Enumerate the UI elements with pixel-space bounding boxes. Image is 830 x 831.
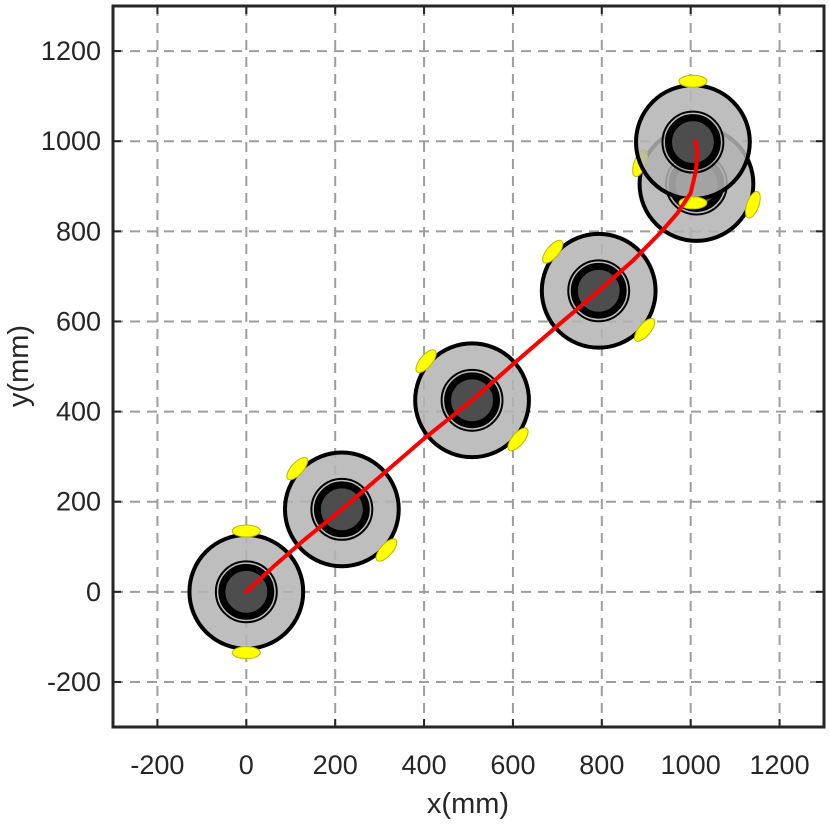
robot-wheel xyxy=(415,349,437,374)
robot-poses xyxy=(187,74,761,660)
robot-core-ring xyxy=(440,368,504,432)
robot-core-ring xyxy=(310,477,374,541)
robot-core-ring xyxy=(567,259,631,323)
trajectory-path-layer xyxy=(244,139,700,594)
robot xyxy=(634,74,752,210)
robot-wheel xyxy=(678,74,708,88)
robot-wheel xyxy=(231,646,261,660)
robot-core xyxy=(664,114,721,171)
y-tick-label: 200 xyxy=(56,487,101,517)
axis-ticks: -200 0 200 400 600 800 1000 1200 -200 0 200 400 600 8… xyxy=(41,6,824,780)
plot-frame xyxy=(111,4,826,729)
robot-wheel xyxy=(507,427,529,452)
x-tick-label: 400 xyxy=(402,750,447,780)
robot-wheel xyxy=(375,538,398,562)
y-tick-label: -200 xyxy=(47,667,101,697)
x-tick-label: 600 xyxy=(490,750,535,780)
x-tick-label: 1200 xyxy=(750,750,810,780)
robot-wheel xyxy=(542,239,564,264)
y-tick-label: 800 xyxy=(56,216,101,246)
y-tick-label: 1000 xyxy=(41,126,101,156)
y-tick-label: 0 xyxy=(86,577,101,607)
x-tick-label: 200 xyxy=(313,750,358,780)
y-axis-label: y(mm) xyxy=(3,325,35,407)
y-tick-label: 600 xyxy=(56,306,101,336)
x-tick-label: 1000 xyxy=(661,750,721,780)
robot-core-ring xyxy=(661,110,725,174)
x-tick-label: -200 xyxy=(130,750,184,780)
x-tick-label: 800 xyxy=(579,750,624,780)
robot-core-ring xyxy=(214,560,278,624)
trajectory-line xyxy=(244,139,700,594)
x-tick-label: 0 xyxy=(239,750,254,780)
x-axis-label: x(mm) xyxy=(427,788,509,820)
robot-wheel xyxy=(286,456,309,481)
robot-wheel xyxy=(634,318,656,342)
y-tick-label: 400 xyxy=(56,397,101,427)
robot-wheel xyxy=(231,524,261,538)
robot-wheel xyxy=(744,190,761,219)
y-tick-label: 1200 xyxy=(41,36,101,66)
